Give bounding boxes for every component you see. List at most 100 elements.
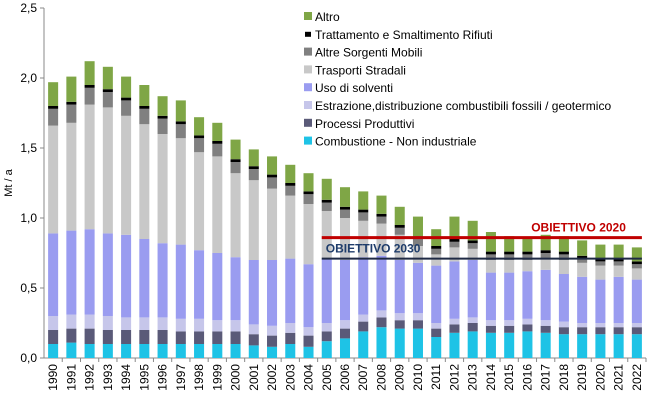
y-tick-label: 1,0: [20, 211, 37, 225]
bar-segment: [577, 258, 588, 263]
bar-segment: [504, 251, 515, 255]
bar-segment: [431, 254, 442, 266]
bar-segment: [267, 335, 278, 347]
bar-segment: [358, 257, 369, 315]
bar-segment: [595, 334, 606, 358]
bar-segment: [248, 169, 259, 181]
bar-stack-1994: [121, 76, 132, 358]
bar-segment: [613, 334, 624, 358]
bar-segment: [230, 162, 241, 174]
bar-segment: [631, 323, 642, 328]
y-tick-label: 2,0: [20, 71, 37, 85]
legend-swatch: [304, 83, 312, 92]
bar-stack-2016: [522, 237, 533, 358]
bar-segment: [212, 320, 223, 332]
bar-segment: [303, 346, 314, 358]
bar-segment: [102, 344, 113, 358]
bar-segment: [431, 248, 442, 255]
bar-segment: [595, 323, 606, 328]
bar-segment: [121, 115, 132, 235]
bar-segment: [321, 211, 332, 259]
bar-segment: [194, 331, 205, 344]
legend-label: Combustione - Non industriale: [315, 135, 477, 149]
bar-stack-2018: [558, 236, 569, 358]
bar-segment: [595, 258, 606, 262]
x-tick-label: 1993: [101, 364, 115, 391]
bar-segment: [504, 325, 515, 333]
bar-stack-1995: [139, 85, 150, 358]
bar-segment: [48, 106, 59, 109]
bar-segment: [303, 204, 314, 265]
bar-segment: [522, 318, 533, 325]
x-tick-label: 1997: [174, 364, 188, 391]
x-tick-label: 2006: [338, 364, 352, 391]
bar-segment: [66, 101, 77, 105]
bar-segment: [467, 240, 478, 244]
bar-stack-2013: [467, 220, 478, 358]
legend-label: Estrazione,distribuzione combustibili fo…: [315, 99, 611, 113]
bar-segment: [431, 265, 442, 323]
y-tick-label: 2,5: [20, 1, 37, 15]
bar-stack-2021: [613, 244, 624, 358]
bar-segment: [48, 233, 59, 316]
x-tick-label: 1990: [46, 364, 60, 391]
bar-segment: [376, 195, 387, 214]
legend-swatch: [304, 118, 312, 127]
bar-segment: [212, 344, 223, 358]
bar-segment: [449, 261, 460, 319]
bar-segment: [467, 220, 478, 241]
target-label: OBIETTIVO 2020: [531, 221, 626, 235]
bar-segment: [66, 104, 77, 123]
legend-label: Trattamento e Smaltimento Rifiuti: [315, 28, 493, 42]
bar-segment: [121, 317, 132, 330]
legend-swatch: [304, 65, 312, 74]
bar-segment: [66, 342, 77, 358]
bar-segment: [139, 108, 150, 125]
bar-segment: [540, 332, 551, 358]
bar-segment: [267, 325, 278, 336]
bar-segment: [412, 216, 423, 237]
bar-segment: [376, 223, 387, 256]
bar-segment: [412, 320, 423, 329]
bar-segment: [376, 327, 387, 358]
bar-segment: [139, 317, 150, 330]
bar-segment: [449, 239, 460, 242]
bar-segment: [631, 261, 642, 265]
bar-segment: [84, 328, 95, 344]
bar-segment: [449, 324, 460, 333]
bar-segment: [48, 108, 59, 126]
bar-segment: [467, 323, 478, 332]
bar-segment: [394, 234, 405, 260]
bar-stack-2005: [321, 178, 332, 358]
bar-segment: [321, 341, 332, 358]
bar-segment: [358, 212, 369, 221]
bar-segment: [613, 276, 624, 323]
bar-segment: [577, 255, 588, 259]
bar-segment: [485, 320, 496, 326]
bar-segment: [121, 97, 132, 101]
bar-segment: [467, 331, 478, 358]
bar-stack-2004: [303, 173, 314, 358]
bar-stack-1998: [194, 117, 205, 358]
bar-segment: [540, 325, 551, 333]
bar-segment: [194, 250, 205, 319]
bar-segment: [66, 76, 77, 102]
x-tick-label: 2014: [484, 364, 498, 391]
bar-segment: [157, 330, 168, 344]
bar-stack-1991: [66, 76, 77, 358]
bar-segment: [522, 324, 533, 332]
bar-segment: [485, 260, 496, 273]
bar-segment: [358, 191, 369, 210]
bar-segment: [467, 260, 478, 318]
bar-segment: [285, 164, 296, 183]
bar-segment: [175, 124, 186, 139]
bar-segment: [339, 320, 351, 329]
bar-segment: [230, 320, 241, 332]
bar-segment: [467, 248, 478, 260]
bar-stack-2012: [449, 216, 460, 358]
legend-item: Estrazione,distribuzione combustibili fo…: [304, 99, 611, 113]
bar-segment: [577, 327, 588, 335]
bar-segment: [485, 251, 496, 255]
bar-segment: [339, 187, 351, 207]
bar-segment: [631, 247, 642, 262]
